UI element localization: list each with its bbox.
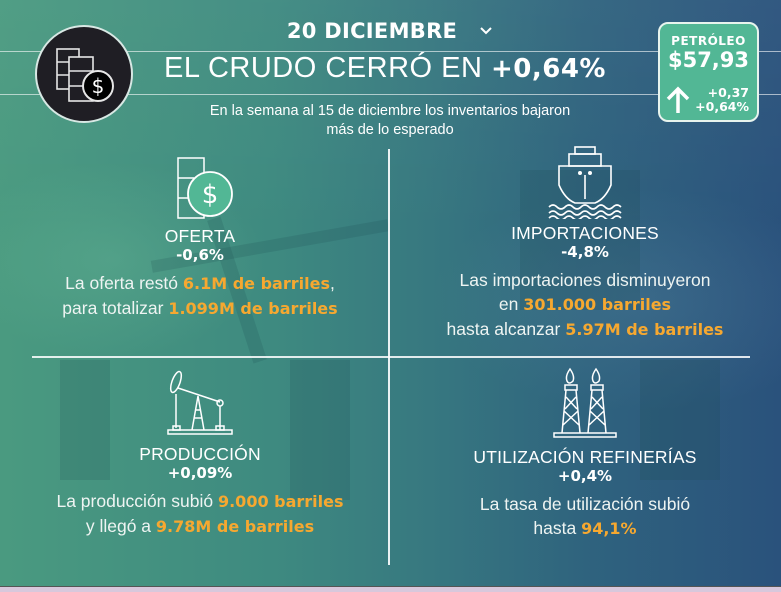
arrow-up-icon: [666, 86, 690, 113]
section-title: PRODUCCIÓN: [139, 444, 261, 464]
body-text: y llegó a: [85, 516, 156, 536]
cargo-ship-icon: [548, 146, 622, 219]
chevron-down-icon[interactable]: [479, 24, 493, 38]
date-selector[interactable]: 20 DICIEMBRE: [280, 16, 500, 46]
body-text: La producción subió: [56, 491, 218, 511]
highlight-value: 9.000 barriles: [217, 492, 344, 511]
headline-value: +0,64%: [490, 54, 606, 84]
section-produccion: PRODUCCIÓN +0,09% La producción subió 9.…: [20, 368, 380, 539]
headline: EL CRUDO CERRÓ EN +0,64%: [150, 52, 620, 92]
header-rule-top: [0, 51, 781, 52]
date-label: 20 DICIEMBRE: [286, 19, 458, 43]
quadrant-divider-horizontal: [32, 356, 750, 358]
refinery-towers-icon: [553, 367, 617, 438]
oil-barrels-dollar-icon: $: [56, 48, 114, 102]
highlight-value: 9.78M de barriles: [155, 517, 315, 536]
oil-price-card: PETRÓLEO $57,93 +0,37 +0,64%: [658, 22, 759, 122]
price-change-pct: +0,64%: [695, 99, 749, 114]
svg-text:$: $: [92, 74, 105, 98]
bottom-strip: [0, 586, 781, 592]
highlight-value: 94,1%: [581, 519, 637, 538]
body-text: La tasa de utilización subió: [479, 494, 691, 514]
price-value: $57,93: [667, 48, 750, 72]
section-body: Las importaciones disminuyeron en 301.00…: [400, 268, 770, 342]
background-derrick-silhouette: [60, 360, 110, 480]
body-text: para totalizar: [62, 298, 169, 318]
body-text: hasta: [533, 518, 582, 538]
section-pct: -4,8%: [561, 243, 609, 261]
section-importaciones: IMPORTACIONES -4,8% Las importaciones di…: [400, 143, 770, 342]
pumpjack-icon: [167, 370, 233, 435]
oil-barrel-dollar-icon: $: [177, 157, 233, 219]
subtitle-line-1: En la semana al 15 de diciembre los inve…: [209, 103, 571, 119]
svg-text:$: $: [202, 180, 219, 210]
section-pct: +0,09%: [167, 464, 233, 482]
logo-badge: $: [35, 25, 133, 123]
section-title: IMPORTACIONES: [511, 223, 659, 243]
highlight-value: 6.1M de barriles: [182, 274, 330, 293]
subtitle-line-2: más de lo esperado: [326, 122, 454, 138]
section-pct: -0,6%: [176, 246, 224, 264]
body-text: hasta alcanzar: [446, 319, 566, 339]
background-derrick-silhouette: [520, 170, 640, 310]
highlight-value: 1.099M de barriles: [168, 299, 338, 318]
highlight-value: 301.000 barriles: [523, 295, 672, 314]
headline-prefix: EL CRUDO CERRÓ EN: [164, 52, 491, 84]
price-change: +0,37 +0,64%: [695, 86, 749, 114]
subtitle: En la semana al 15 de diciembre los inve…: [150, 102, 630, 140]
price-label: PETRÓLEO: [671, 34, 746, 48]
highlight-value: 5.97M de barriles: [565, 320, 724, 339]
section-title: OFERTA: [164, 226, 236, 246]
header-rule-bottom: [0, 94, 781, 95]
body-text: Las importaciones disminuyeron: [459, 270, 711, 290]
body-text: La oferta restó: [65, 273, 183, 293]
background-derrick-silhouette: [290, 360, 350, 500]
price-change-abs: +0,37: [707, 85, 749, 100]
section-body: La tasa de utilización subió hasta 94,1%: [400, 492, 770, 541]
body-text: en: [498, 294, 524, 314]
background-tank-silhouette: [640, 360, 720, 480]
section-body: La oferta restó 6.1M de barriles, para t…: [20, 271, 380, 321]
section-pct: +0,4%: [557, 467, 613, 485]
section-title: UTILIZACIÓN REFINERÍAS: [473, 447, 697, 467]
section-refinerias: UTILIZACIÓN REFINERÍAS +0,4% La tasa de …: [400, 365, 770, 541]
body-text: ,: [329, 273, 335, 293]
section-oferta: $ OFERTA -0,6% La oferta restó 6.1M de b…: [20, 152, 380, 321]
section-body: La producción subió 9.000 barriles y lle…: [20, 489, 380, 539]
